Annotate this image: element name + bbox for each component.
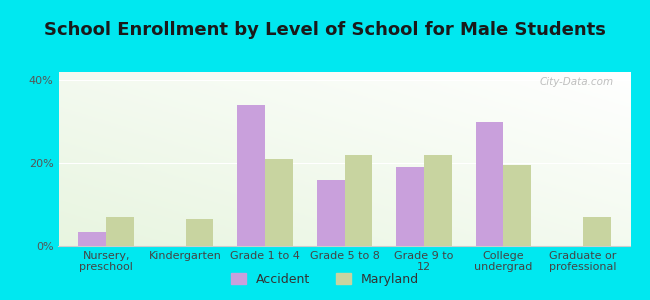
Bar: [237, 105, 265, 246]
Bar: [503, 165, 531, 246]
Bar: [396, 167, 424, 246]
Bar: [186, 219, 213, 246]
Text: School Enrollment by Level of School for Male Students: School Enrollment by Level of School for…: [44, 21, 606, 39]
Legend: Accident, Maryland: Accident, Maryland: [226, 268, 424, 291]
Bar: [424, 155, 452, 246]
Bar: [265, 159, 293, 246]
Text: City-Data.com: City-Data.com: [540, 77, 614, 87]
Bar: [583, 217, 610, 246]
Bar: [344, 155, 372, 246]
Bar: [317, 180, 345, 246]
Bar: [476, 122, 503, 246]
Bar: [106, 217, 134, 246]
Bar: [79, 232, 106, 246]
